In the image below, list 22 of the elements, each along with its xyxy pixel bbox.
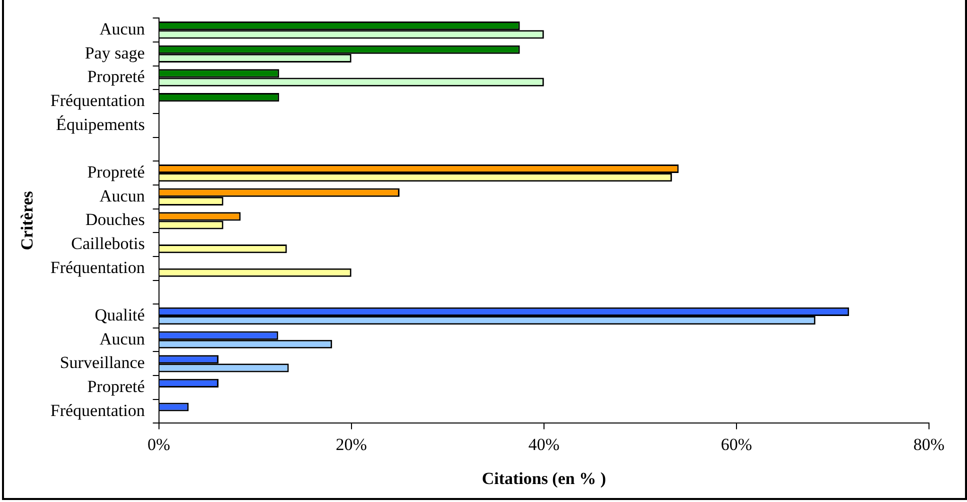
y-tick-label: Fréquentation [50,400,146,420]
y-tick-label: Aucun [99,20,146,39]
y-tick-label: Propreté [87,162,145,182]
x-tick-label: 80% [913,434,945,454]
x-tick-label: 20% [336,434,367,454]
y-tick-label: Fréquentation [50,91,146,110]
x-tick-label: 40% [528,434,560,454]
y-tick-label: Aucun [99,329,146,348]
y-tick-label: Propreté [87,67,145,86]
y-tick-label: Surveillance [60,353,145,372]
x-tick-label: 60% [720,434,752,454]
x-axis-title: Citations (en % ) [482,469,606,488]
y-tick-label: Pay sage [84,43,145,62]
y-tick-label: Aucun [99,186,146,206]
y-tick-label: Équipements [56,114,145,134]
y-tick-label: Douches [85,210,145,230]
y-tick-label: Caillebotis [71,234,145,253]
y-tick-label: Qualité [94,305,145,324]
x-tick-label: 0% [147,434,170,454]
y-axis-title: Critères [18,190,37,250]
y-tick-label: Fréquentation [50,258,146,277]
y-tick-label: Propreté [87,376,145,396]
